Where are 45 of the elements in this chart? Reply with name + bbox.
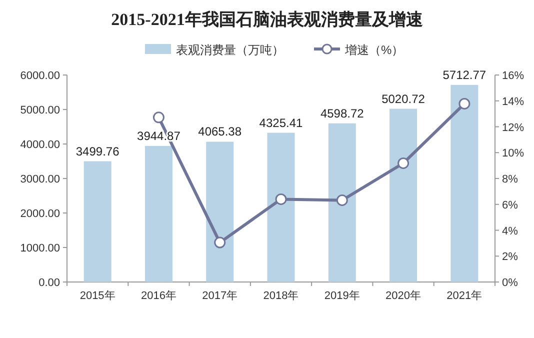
y2-tick-label: 10% — [502, 148, 524, 160]
y-tick-label: 6000.00 — [20, 70, 60, 82]
chart-title: 2015-2021年我国石脑油表观消费量及增速 — [111, 10, 423, 29]
bar — [328, 123, 356, 282]
bar — [144, 146, 172, 282]
bar — [450, 84, 478, 282]
data-label: 3499.76 — [76, 144, 120, 158]
bar — [267, 132, 295, 282]
y-tick-label: 2000.00 — [20, 208, 60, 220]
data-label: 5712.77 — [442, 68, 486, 82]
bar — [390, 108, 418, 282]
x-tick-label: 2016年 — [140, 290, 176, 302]
point — [458, 98, 470, 110]
y-tick-label: 0.00 — [38, 277, 60, 289]
y2-tick-label: 6% — [502, 199, 518, 212]
y-tick-label: 1000.00 — [20, 242, 60, 254]
y-tick-label: 3000.00 — [20, 174, 60, 186]
legend-label: 增速（%） — [344, 43, 404, 57]
y2-tick-label: 2% — [502, 251, 518, 264]
point — [214, 236, 226, 248]
data-label: 4065.38 — [198, 124, 242, 139]
y2-tick-label: 4% — [502, 225, 518, 238]
bar — [84, 161, 112, 282]
y2-tick-label: 8% — [502, 174, 518, 186]
point — [398, 157, 410, 169]
x-tick-label: 2019年 — [324, 290, 360, 302]
point — [275, 193, 287, 205]
y-tick-label: 4000.00 — [20, 139, 60, 151]
x-tick-label: 2021年 — [446, 290, 482, 302]
data-label: 4325.41 — [259, 116, 304, 130]
data-label: 4598.72 — [320, 106, 364, 120]
legend-label: 表观消费量（万吨） — [176, 43, 284, 57]
data-label: 5020.72 — [382, 92, 426, 106]
x-tick-label: 2017年 — [202, 290, 238, 302]
y2-tick-label: 0% — [502, 277, 518, 289]
point — [336, 194, 348, 206]
y-tick-label: 5000.00 — [20, 104, 60, 116]
y2-tick-label: 16% — [502, 70, 524, 82]
x-tick-label: 2015年 — [80, 290, 116, 302]
x-tick-label: 2020年 — [386, 290, 422, 302]
bar — [206, 142, 234, 282]
point — [152, 112, 164, 124]
y2-tick-label: 14% — [502, 96, 524, 108]
y2-tick-label: 12% — [502, 122, 524, 134]
x-tick-label: 2018年 — [263, 290, 299, 302]
